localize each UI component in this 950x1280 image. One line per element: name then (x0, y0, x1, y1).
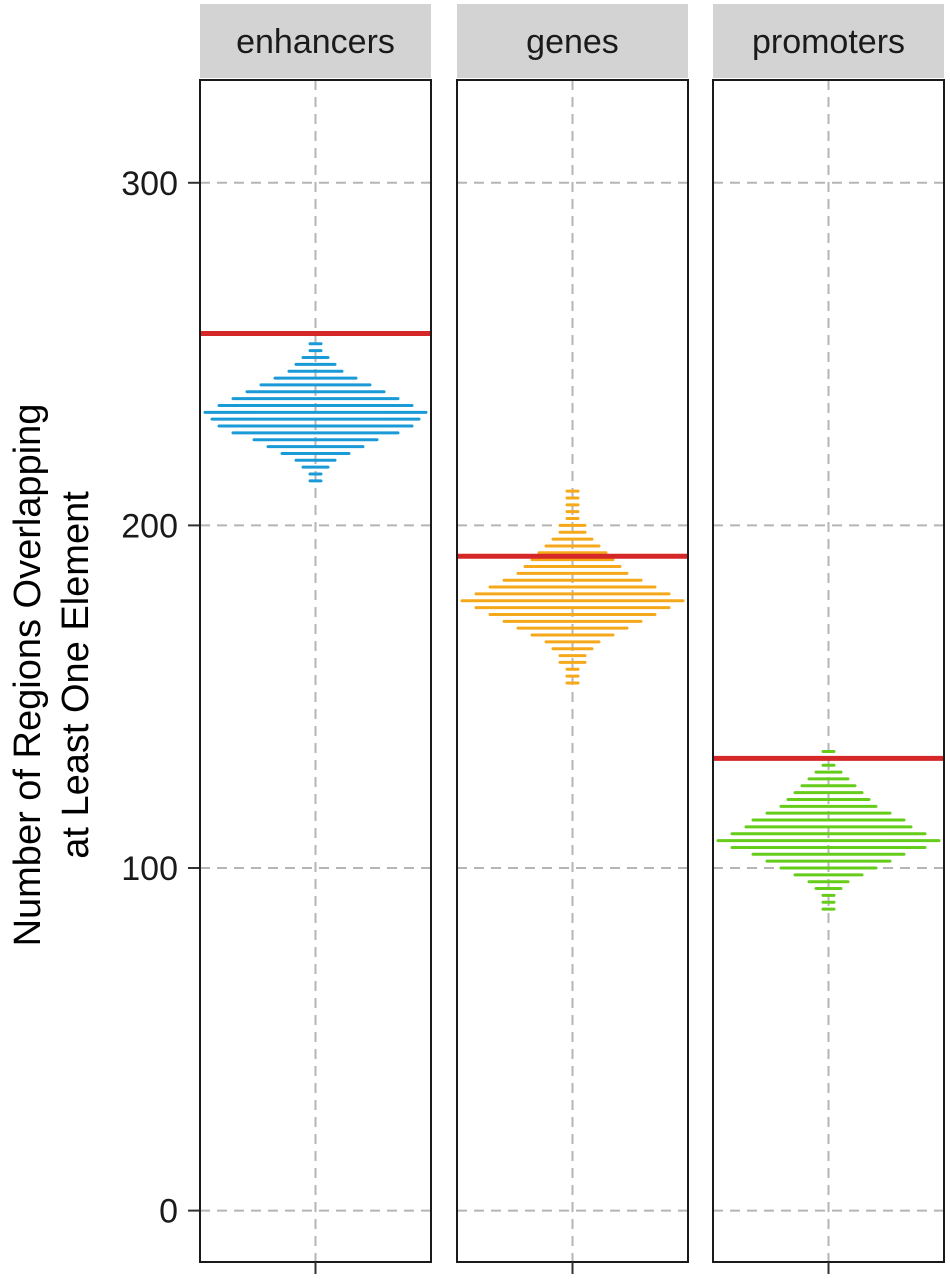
y-axis-ticks: 0 100 200 300 (121, 165, 200, 1231)
y-axis-label-line2: at Least One Element (55, 491, 97, 859)
dot-row (245, 390, 386, 394)
dot-row (474, 606, 671, 610)
dot-row (814, 887, 843, 891)
y-tick-label: 100 (121, 850, 178, 888)
dot-row (551, 537, 594, 541)
dot-row (821, 893, 836, 897)
panel-genes: genes (456, 4, 689, 1274)
dot-row (821, 907, 836, 911)
dot-row (266, 445, 365, 449)
y-tick-label: 200 (121, 507, 178, 545)
dot-row (308, 472, 323, 476)
dot-row (558, 654, 587, 658)
dot-row (765, 811, 892, 815)
panel-strip (200, 4, 431, 78)
dot-row (793, 791, 864, 795)
panel-enhancers: enhancers (199, 4, 432, 1274)
dot-row (565, 503, 580, 507)
dot-row (460, 599, 685, 603)
dot-row (537, 551, 608, 555)
panel-promoters: promoters (712, 4, 945, 1274)
panel-strip-label: enhancers (236, 23, 395, 61)
dot-row (821, 750, 836, 754)
dot-row (558, 660, 587, 664)
panel-strip (457, 4, 688, 78)
dot-row (287, 369, 344, 373)
dot-row (308, 479, 323, 483)
dot-row (301, 356, 330, 360)
dot-row (551, 647, 594, 651)
panels: enhancers genes promoters (199, 4, 945, 1274)
panel-strip-label: genes (526, 23, 619, 61)
dot-row (231, 431, 400, 435)
dot-row (765, 859, 892, 863)
dot-row (565, 510, 580, 514)
dot-row (565, 517, 580, 521)
dot-row (523, 565, 622, 569)
dot-row (807, 777, 850, 781)
y-tick-label: 300 (121, 165, 178, 203)
dot-row (807, 880, 850, 884)
dot-row (301, 465, 330, 469)
dot-row (259, 383, 372, 387)
dot-row (273, 376, 358, 380)
dot-row (252, 438, 379, 442)
dot-row (516, 626, 629, 630)
dot-row (502, 578, 643, 582)
dot-row (779, 866, 878, 870)
dot-row (217, 424, 414, 428)
dot-row (280, 451, 351, 455)
dot-row (744, 825, 913, 829)
panel-strip (713, 4, 944, 78)
dot-row (716, 839, 941, 843)
dot-row (814, 770, 843, 774)
dot-row (558, 530, 587, 534)
dot-row (779, 804, 878, 808)
panel-strip-label: promoters (752, 23, 905, 61)
dot-row (488, 612, 657, 616)
dot-row (730, 832, 927, 836)
dot-row (565, 496, 580, 500)
dot-row (751, 852, 906, 856)
dot-row (786, 797, 871, 801)
dot-row (308, 349, 323, 353)
dot-row (516, 571, 629, 575)
dot-row (793, 873, 864, 877)
dot-row (751, 818, 906, 822)
dot-row (565, 681, 580, 685)
dot-row (217, 403, 414, 407)
dot-row (565, 489, 580, 493)
dot-row (474, 592, 671, 596)
dot-row (210, 417, 421, 421)
dot-row (308, 342, 323, 346)
dot-row (800, 784, 857, 788)
dot-row (502, 619, 643, 623)
dot-row (565, 674, 580, 678)
dot-row (730, 845, 927, 849)
y-axis-label-line1: Number of Regions Overlapping (7, 404, 49, 947)
dot-row (821, 900, 836, 904)
dot-row (294, 458, 337, 462)
dot-row (231, 397, 400, 401)
dot-row (544, 640, 601, 644)
y-tick-label: 0 (159, 1193, 178, 1231)
dot-row (488, 585, 657, 589)
dot-row (530, 558, 615, 562)
dot-row (530, 633, 615, 637)
dot-row (544, 544, 601, 548)
dot-row (294, 362, 337, 366)
dot-row (565, 667, 580, 671)
dot-row (821, 763, 836, 767)
dot-row (558, 523, 587, 527)
dot-row (203, 410, 428, 414)
